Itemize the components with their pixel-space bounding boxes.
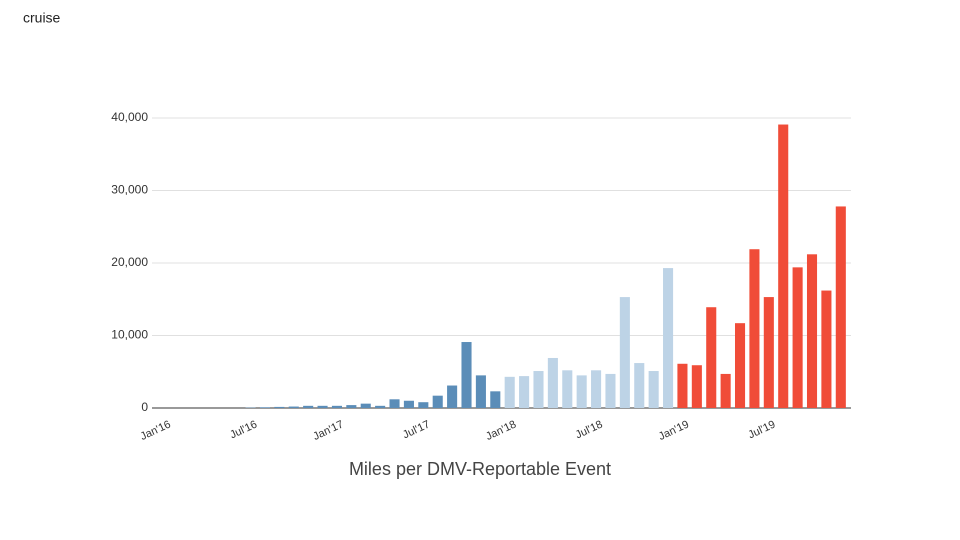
bar bbox=[720, 373, 731, 408]
y-tick-label: 30,000 bbox=[111, 183, 148, 197]
bar bbox=[677, 363, 688, 408]
bar bbox=[519, 376, 530, 408]
bar bbox=[634, 363, 645, 408]
bar bbox=[303, 405, 314, 408]
bar bbox=[346, 405, 357, 408]
bar bbox=[576, 375, 587, 408]
bar bbox=[835, 206, 846, 408]
bar bbox=[691, 365, 702, 408]
bar bbox=[619, 297, 630, 408]
y-tick-label: 0 bbox=[141, 400, 148, 414]
bar bbox=[763, 297, 774, 408]
bar bbox=[418, 402, 429, 408]
bar bbox=[562, 370, 573, 408]
x-tick-label: Jul'19 bbox=[747, 418, 778, 441]
bar bbox=[806, 254, 818, 408]
bar bbox=[821, 290, 832, 408]
x-tick-label: Jan'18 bbox=[484, 418, 518, 442]
y-tick-label: 10,000 bbox=[111, 328, 148, 342]
y-tick-label: 40,000 bbox=[111, 110, 148, 124]
bar bbox=[749, 249, 760, 408]
x-tick-label: Jul'16 bbox=[228, 418, 259, 441]
x-tick-label: Jan'16 bbox=[139, 418, 173, 442]
bar bbox=[331, 405, 342, 408]
bar bbox=[447, 385, 458, 408]
bar bbox=[432, 395, 443, 408]
bar bbox=[461, 342, 472, 408]
x-tick-label: Jan'19 bbox=[657, 418, 691, 442]
bar bbox=[389, 399, 400, 408]
x-tick-label: Jan'17 bbox=[311, 418, 345, 442]
bar bbox=[475, 375, 486, 408]
bar bbox=[504, 376, 515, 408]
x-tick-label: Jul'18 bbox=[574, 418, 605, 441]
bar bbox=[591, 370, 602, 408]
bar bbox=[792, 267, 803, 408]
bar bbox=[734, 323, 746, 408]
bar bbox=[648, 371, 659, 408]
bar bbox=[403, 400, 414, 408]
bar bbox=[317, 405, 328, 408]
bar bbox=[706, 307, 717, 408]
y-tick-label: 20,000 bbox=[111, 255, 148, 269]
bar bbox=[547, 357, 558, 408]
brand-logo: cruise bbox=[23, 10, 61, 26]
bar bbox=[288, 406, 299, 408]
bar bbox=[605, 373, 616, 408]
chart-title: Miles per DMV-Reportable Event bbox=[349, 459, 611, 479]
x-tick-label: Jul'17 bbox=[401, 418, 432, 441]
bar bbox=[778, 124, 789, 409]
bar bbox=[533, 371, 544, 408]
bar bbox=[259, 407, 271, 408]
bar bbox=[663, 268, 674, 408]
bar bbox=[274, 406, 285, 408]
bar bbox=[490, 391, 501, 408]
bar bbox=[375, 405, 386, 408]
bar bbox=[360, 403, 371, 408]
